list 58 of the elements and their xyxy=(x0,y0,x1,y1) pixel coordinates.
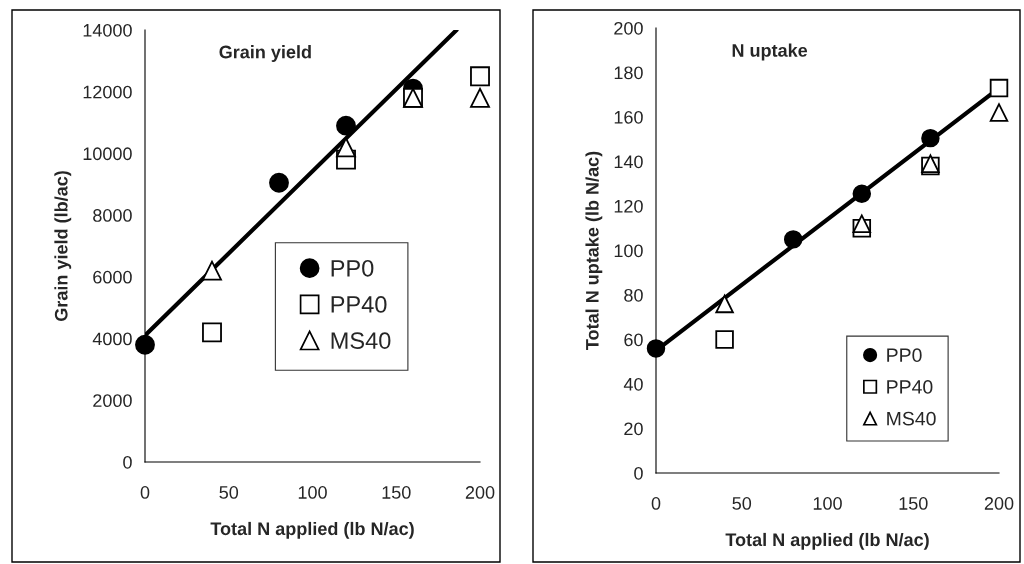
point xyxy=(135,334,155,355)
y-axis-title: Grain yield (lb/ac) xyxy=(54,171,72,322)
y-tick-label: 0 xyxy=(634,466,643,480)
x-tick-label: 100 xyxy=(813,497,842,510)
x-tick-label: 0 xyxy=(140,486,150,499)
legend-label: MS40 xyxy=(887,411,936,426)
y-axis-title: Total N uptake (lb N/ac) xyxy=(585,151,603,350)
x-tick-label: 200 xyxy=(984,497,1014,510)
point xyxy=(202,260,222,281)
y-tick-label: 120 xyxy=(614,199,643,213)
point xyxy=(470,87,490,108)
legend-label: PP0 xyxy=(331,259,374,277)
legend-label: PP0 xyxy=(887,348,922,363)
y-tick-label: 0 xyxy=(123,455,132,469)
legend-label: MS40 xyxy=(331,332,391,349)
legend-label: PP40 xyxy=(887,380,933,394)
y-tick-label: 4000 xyxy=(92,332,132,346)
point xyxy=(715,294,734,314)
point xyxy=(269,172,289,193)
point xyxy=(989,78,1009,98)
legend-label: PP40 xyxy=(331,296,387,313)
point xyxy=(989,103,1009,122)
text: Grain yield xyxy=(219,45,311,62)
y-tick-label: 160 xyxy=(614,110,643,124)
x-tick-label: 150 xyxy=(899,497,928,510)
x-tick-label: 200 xyxy=(465,486,495,499)
y-tick-label: 200 xyxy=(614,21,643,35)
y-tick-label: 140 xyxy=(614,155,643,169)
point xyxy=(852,214,872,234)
x-tick-label: 150 xyxy=(382,486,411,499)
x-tick-label: 0 xyxy=(651,497,661,510)
point xyxy=(921,128,940,148)
y-tick-label: 12000 xyxy=(83,85,132,99)
y-tick-label: 100 xyxy=(614,244,643,258)
y-tick-label: 6000 xyxy=(93,270,132,284)
x-tick-label: 50 xyxy=(219,486,239,499)
point xyxy=(646,339,666,358)
point xyxy=(783,230,803,249)
y-tick-label: 8000 xyxy=(93,209,132,222)
y-tick-label: 2000 xyxy=(93,394,132,408)
y-tick-label: 20 xyxy=(624,422,643,436)
y-tick-label: 14000 xyxy=(83,23,132,37)
y-tick-label: 40 xyxy=(623,377,643,391)
point xyxy=(715,330,734,349)
x-tick-label: 100 xyxy=(298,486,327,499)
y-tick-label: 180 xyxy=(614,66,643,80)
point xyxy=(202,322,222,343)
y-tick-label: 80 xyxy=(624,288,643,302)
text: N uptake xyxy=(732,43,808,61)
point xyxy=(470,66,490,87)
y-tick-label: 10000 xyxy=(83,147,132,161)
point xyxy=(336,137,356,158)
x-axis-title: Total N applied (lb N/ac) xyxy=(210,521,414,539)
point xyxy=(336,115,356,136)
point xyxy=(852,184,872,204)
x-axis-title: Total N applied (lb N/ac) xyxy=(725,532,929,550)
x-tick-label: 50 xyxy=(732,497,752,510)
y-tick-label: 60 xyxy=(624,333,643,347)
